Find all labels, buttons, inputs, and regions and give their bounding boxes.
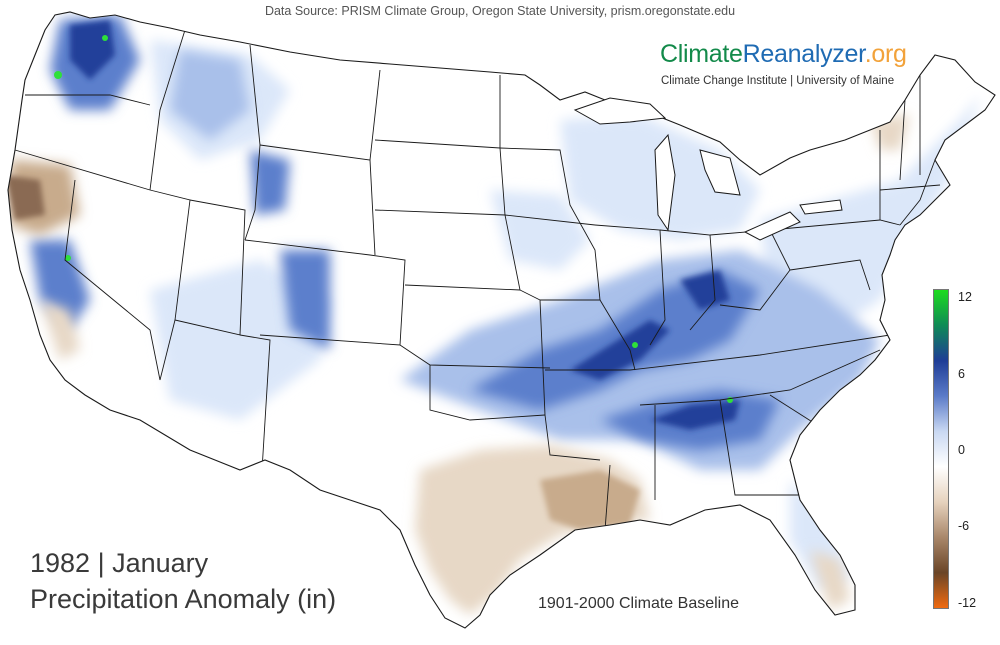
data-source-credit: Data Source: PRISM Climate Group, Oregon… xyxy=(264,4,736,18)
legend-color-bar xyxy=(933,289,949,609)
institute-credit: Climate Change Institute | University of… xyxy=(661,75,895,87)
legend-tick-minus-12: -12 xyxy=(958,596,977,610)
anomaly-fields xyxy=(8,12,995,628)
legend-tick-0: 0 xyxy=(958,443,965,457)
state-boundaries xyxy=(14,29,941,531)
climate-reanalyzer-logo: ClimateReanalyzer.org xyxy=(660,40,907,68)
great-lakes xyxy=(573,97,843,241)
legend-tick-minus-6: -6 xyxy=(958,519,970,533)
map-title-date: 1982 | January xyxy=(30,548,209,578)
map-title-variable: Precipitation Anomaly (in) xyxy=(30,584,337,614)
baseline-label: 1901-2000 Climate Baseline xyxy=(538,595,740,612)
us-outline xyxy=(7,11,996,629)
legend-tick-12: 12 xyxy=(958,290,972,304)
legend-tick-6: 6 xyxy=(958,367,965,381)
